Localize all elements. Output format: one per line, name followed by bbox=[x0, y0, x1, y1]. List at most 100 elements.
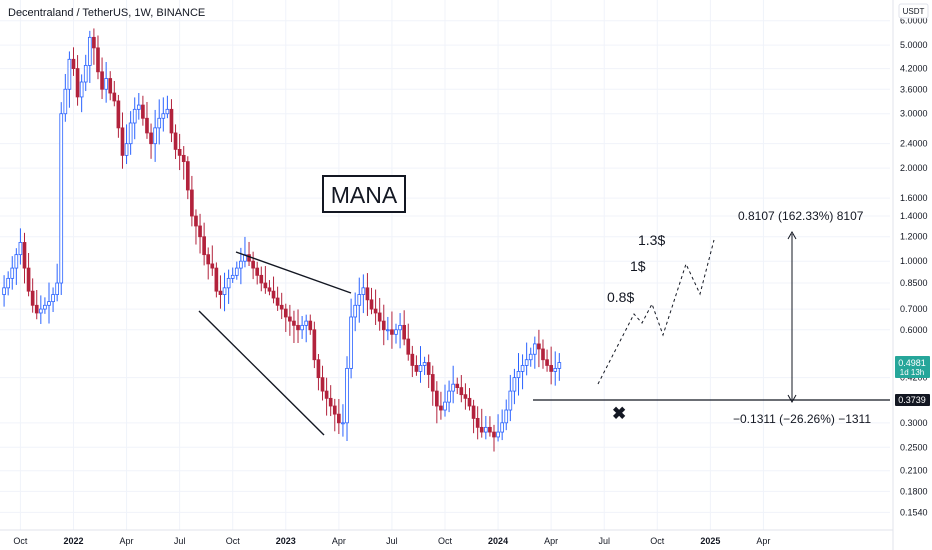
candle-down bbox=[251, 260, 255, 269]
candle-down bbox=[30, 290, 35, 306]
candle-down bbox=[377, 312, 382, 322]
candle-down bbox=[141, 104, 145, 119]
candle-down bbox=[463, 394, 468, 399]
candle-up bbox=[447, 390, 451, 403]
candle-down bbox=[324, 390, 329, 399]
price-tick-label: 1.6000 bbox=[900, 193, 928, 203]
candle-up bbox=[47, 301, 51, 306]
candle-up bbox=[157, 117, 162, 129]
candle-up bbox=[341, 422, 345, 425]
wedge-upper-line bbox=[235, 251, 352, 294]
candle-up bbox=[483, 426, 488, 433]
candle-down bbox=[92, 36, 96, 49]
candle-down bbox=[426, 362, 431, 375]
candle-down bbox=[271, 290, 276, 299]
price-tick-label: 0.1540 bbox=[900, 507, 928, 517]
time-tick-label: Oct bbox=[438, 536, 453, 546]
time-tick-label: 2025 bbox=[700, 536, 720, 546]
candle-down bbox=[34, 304, 39, 314]
current-price-countdown: 1d 13h bbox=[900, 368, 924, 377]
candle-up bbox=[83, 65, 88, 83]
price-tick-label: 0.7000 bbox=[900, 304, 928, 314]
candle-down bbox=[467, 397, 472, 407]
candle-up bbox=[51, 294, 55, 303]
measure-arrow-down bbox=[787, 394, 797, 404]
candle-down bbox=[430, 374, 435, 392]
drawings bbox=[198, 230, 890, 436]
candle-down bbox=[116, 100, 121, 129]
candle-down bbox=[296, 324, 300, 331]
current-price-value: 0.4981 bbox=[898, 358, 926, 368]
time-tick-label: 2024 bbox=[488, 536, 508, 546]
candle-up bbox=[508, 390, 513, 411]
candle-up bbox=[516, 371, 521, 379]
candle-down bbox=[112, 92, 117, 102]
candle-up bbox=[161, 113, 166, 119]
candle-up bbox=[496, 431, 500, 438]
candle-down bbox=[267, 287, 272, 292]
candle-down bbox=[71, 58, 76, 69]
candle-down bbox=[100, 71, 104, 90]
price-tick-label: 3.6000 bbox=[900, 84, 928, 94]
candle-down bbox=[406, 338, 411, 355]
measure-up-label: 0.8107 (162.33%) 8107 bbox=[738, 209, 864, 223]
support-price-value: 0.3739 bbox=[898, 395, 926, 405]
candle-up bbox=[398, 324, 402, 331]
measure-down-label: −0.1311 (−26.26%) −1311 bbox=[733, 412, 871, 426]
price-tick-label: 3.0000 bbox=[900, 109, 928, 119]
candle-down bbox=[283, 308, 288, 318]
wedge-lower-line bbox=[198, 310, 325, 436]
candle-down bbox=[75, 68, 80, 98]
candle-down bbox=[190, 189, 194, 217]
candle-down bbox=[312, 329, 317, 361]
candle-up bbox=[394, 329, 398, 335]
candle-up bbox=[443, 401, 447, 411]
candle-down bbox=[259, 274, 264, 284]
price-tick-label: 6.0000 bbox=[900, 16, 928, 26]
price-axis[interactable]: 6.0000 5.0000 4.2000 3.6000 3.0000 2.4000 2.00… bbox=[900, 16, 928, 518]
candle-down bbox=[198, 225, 202, 238]
price-tick-label: 1.2000 bbox=[900, 232, 928, 242]
candle-up bbox=[55, 282, 59, 295]
time-tick-label: Jul bbox=[386, 536, 398, 546]
candle-up bbox=[6, 277, 10, 289]
candle-down bbox=[194, 215, 198, 227]
candle-down bbox=[414, 365, 419, 372]
candle-down bbox=[247, 254, 251, 262]
grid bbox=[0, 0, 890, 530]
candle-up bbox=[222, 287, 227, 295]
candle-up bbox=[361, 287, 366, 295]
candle-down bbox=[181, 154, 186, 163]
candle-down bbox=[332, 405, 337, 415]
time-tick-label: Apr bbox=[120, 536, 134, 546]
candle-down bbox=[545, 359, 549, 366]
candle-up bbox=[304, 320, 309, 326]
candle-up bbox=[504, 409, 509, 424]
symbol-title[interactable]: Decentraland / TetherUS, 1W, BINANCE bbox=[8, 7, 205, 19]
candle-up bbox=[418, 365, 423, 372]
candle-up bbox=[43, 304, 47, 310]
candle-down bbox=[169, 108, 174, 134]
candle-up bbox=[451, 383, 455, 392]
price-tick-label: 0.3000 bbox=[900, 418, 928, 428]
candle-up bbox=[524, 359, 529, 366]
currency-button[interactable]: USDT bbox=[903, 7, 925, 16]
candle-down bbox=[439, 405, 443, 411]
candle-up bbox=[104, 78, 108, 90]
price-tick-label: 2.0000 bbox=[900, 163, 928, 173]
time-axis[interactable]: Oct 2022 Apr Jul Oct 2023 Apr Jul Oct 2024 Apr Jul O… bbox=[13, 536, 770, 546]
currency-button-frame[interactable] bbox=[898, 3, 929, 19]
price-tick-label: 1.0000 bbox=[900, 256, 928, 266]
time-tick-label: Oct bbox=[226, 536, 241, 546]
candles bbox=[2, 28, 562, 452]
price-tick-label: 4.2000 bbox=[900, 64, 928, 74]
price-tick-label: 5.0000 bbox=[900, 40, 928, 50]
candle-down bbox=[96, 47, 100, 73]
candle-up bbox=[38, 308, 43, 314]
candle-up bbox=[79, 81, 84, 98]
candle-up bbox=[132, 108, 137, 124]
candle-up bbox=[10, 267, 15, 279]
candle-down bbox=[328, 397, 333, 407]
candle-down bbox=[279, 304, 284, 310]
